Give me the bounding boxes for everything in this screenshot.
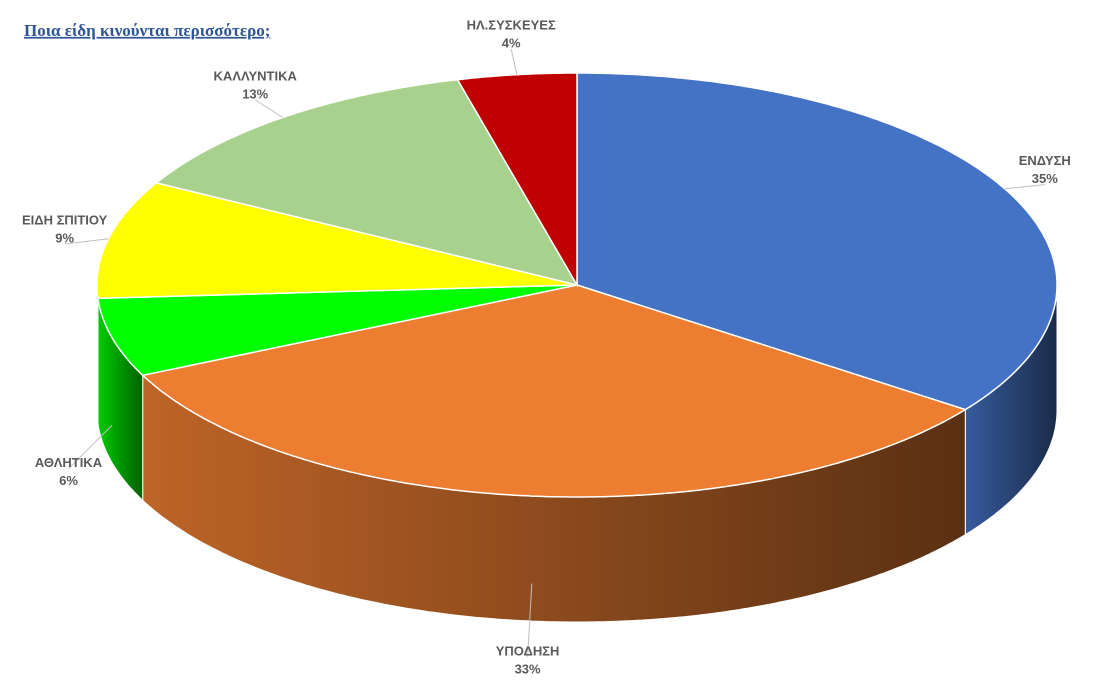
slice [154,78,579,287]
leader-line [1004,184,1045,190]
leader-line [510,48,518,75]
data-label-name: ΕΙΔΗ ΣΠΙΤΙΟΥ [22,212,108,227]
leader-line [527,583,533,657]
leader-line [254,99,284,118]
leader-line [68,424,113,470]
slice [456,72,578,288]
chart-title: Ποια είδη κινούνται περισσότερο; [24,21,270,40]
data-label-value: 35% [1032,171,1058,186]
data-label-name: ΑΘΛΗΤΙΚΑ [35,455,103,470]
data-label-value: 6% [59,473,78,488]
data-label-value: 33% [515,661,541,676]
slice [96,284,578,377]
data-label-value: 4% [502,35,521,50]
slice [141,284,968,498]
leader-line [64,238,109,245]
data-label-name: ΕΝΔΥΣΗ [1019,153,1071,168]
data-label-name: ΚΑΛΛΥΝΤΙΚΑ [214,68,298,83]
data-label-value: 9% [55,230,74,245]
data-label-value: 13% [242,86,268,101]
data-label-name: ΗΛ.ΣΥΣΚΕΥΕΣ [467,17,556,32]
data-label-name: ΥΠΟΔΗΣΗ [496,643,560,658]
slice-side [96,285,99,424]
